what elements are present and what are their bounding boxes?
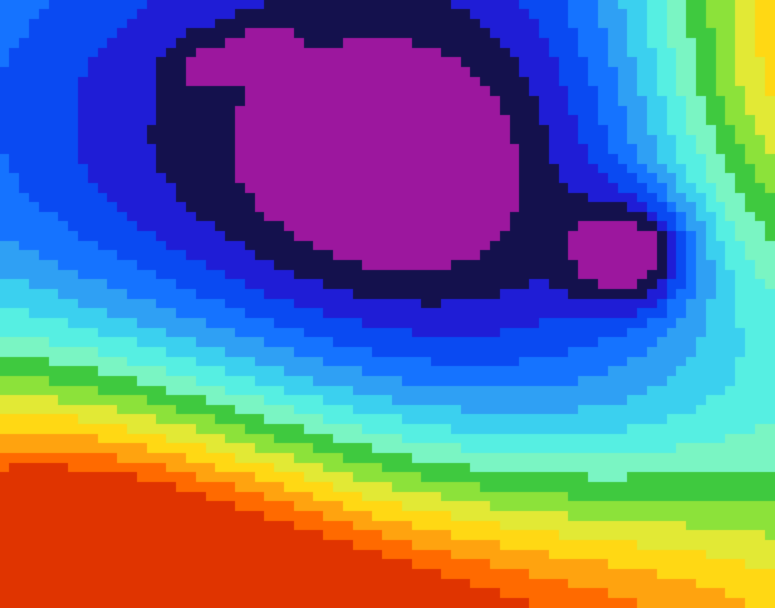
- contour-map: [0, 0, 775, 608]
